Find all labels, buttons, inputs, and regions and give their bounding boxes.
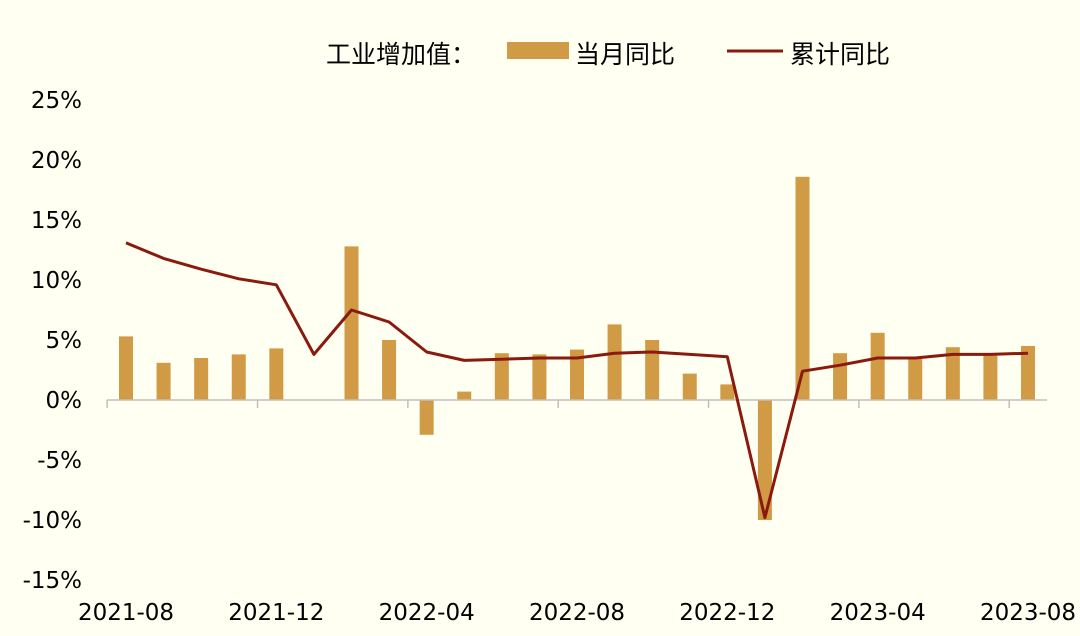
x-tick-label: 2022-08 <box>529 600 625 626</box>
bar <box>231 354 246 400</box>
bar <box>795 176 810 400</box>
bar <box>682 373 697 400</box>
legend-line-label: 累计同比 <box>790 40 890 69</box>
bar <box>269 348 284 400</box>
bar <box>607 324 622 400</box>
x-axis-tick-marks <box>106 400 1010 408</box>
bar <box>382 340 397 400</box>
bar <box>908 358 923 400</box>
y-tick-label: 15% <box>31 208 82 234</box>
y-tick-label: -15% <box>23 568 82 594</box>
x-tick-label: 2021-12 <box>228 600 324 626</box>
x-tick-label: 2022-12 <box>679 600 775 626</box>
bar-series <box>119 176 1035 520</box>
y-axis-tick-labels: 25% 20% 15% 10% 5% 0% -5% -10% -15% <box>23 88 82 594</box>
y-tick-label: 20% <box>31 148 82 174</box>
x-tick-label: 2023-08 <box>980 600 1076 626</box>
legend: 工业增加值： 当月同比 累计同比 <box>326 40 890 69</box>
y-tick-label: 25% <box>31 88 82 114</box>
x-axis-tick-labels: 2021-08 2021-12 2022-04 2022-08 2022-12 2023-… <box>78 600 1076 626</box>
y-tick-label: 5% <box>46 328 83 354</box>
legend-bar-swatch <box>507 42 569 59</box>
bar <box>983 355 998 400</box>
cumulative-line <box>125 241 1029 520</box>
y-tick-label: 10% <box>31 268 82 294</box>
bar <box>194 358 209 400</box>
bar <box>720 384 735 400</box>
y-tick-label: 0% <box>46 388 83 414</box>
x-tick-label: 2021-08 <box>78 600 174 626</box>
legend-bar-label: 当月同比 <box>575 40 675 69</box>
bar <box>570 349 584 400</box>
bar <box>757 400 772 520</box>
y-tick-label: -5% <box>37 448 82 474</box>
bar <box>344 246 359 400</box>
bar <box>494 353 509 400</box>
bar <box>419 400 434 435</box>
bar <box>119 336 133 400</box>
bar <box>945 347 960 400</box>
bar <box>833 353 848 400</box>
bar <box>156 362 171 400</box>
x-tick-label: 2023-04 <box>830 600 926 626</box>
bar <box>1021 346 1035 400</box>
bar <box>645 340 660 400</box>
legend-prefix: 工业增加值： <box>326 40 476 69</box>
bar <box>457 391 472 400</box>
x-tick-label: 2022-04 <box>379 600 475 626</box>
y-tick-label: -10% <box>23 508 82 534</box>
bar <box>870 332 885 400</box>
bar <box>532 354 547 400</box>
